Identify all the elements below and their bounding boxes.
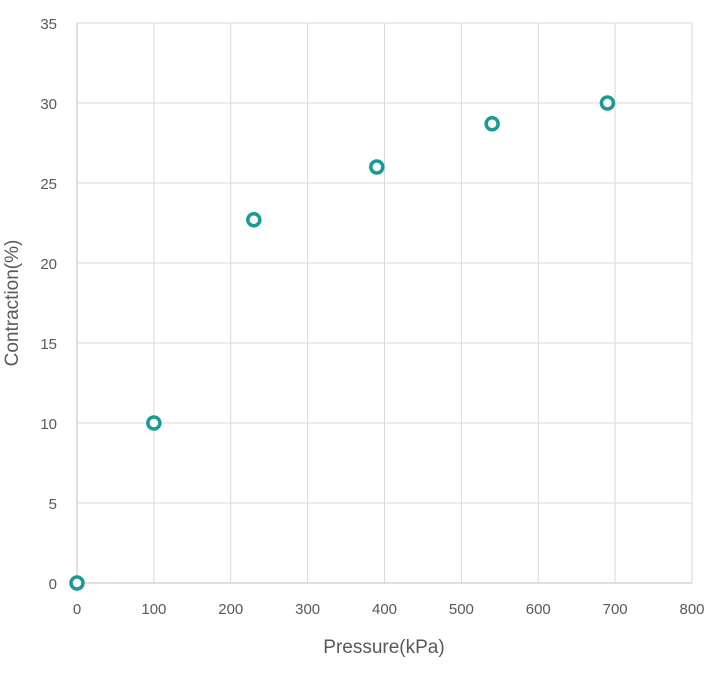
y-tick-label: 35 [40, 16, 57, 33]
tick-labels: 0 100 200 300 400 500 600 700 800 0 5 10 15 20 25 30 35 [40, 16, 704, 618]
data-point [599, 95, 616, 111]
y-tick-label: 25 [40, 176, 57, 193]
axes [76, 23, 692, 584]
data-point [146, 415, 162, 431]
data-points [69, 95, 616, 591]
data-point [369, 159, 385, 175]
x-tick-label: 400 [372, 601, 397, 618]
y-tick-label: 15 [40, 336, 57, 353]
x-tick-label: 600 [526, 601, 551, 618]
x-tick-label: 0 [73, 601, 81, 618]
x-axis-title: Pressure(kPa) [323, 637, 444, 658]
x-tick-label: 500 [449, 601, 474, 618]
x-tick-label: 200 [218, 601, 243, 618]
y-tick-label: 20 [40, 256, 57, 273]
y-tick-label: 0 [49, 576, 57, 593]
y-tick-label: 5 [49, 496, 57, 513]
x-tick-label: 300 [295, 601, 320, 618]
x-tick-label: 700 [603, 601, 628, 618]
y-tick-label: 10 [40, 416, 57, 433]
data-point [484, 116, 500, 132]
data-point [69, 575, 85, 591]
data-point [246, 212, 262, 228]
x-tick-label: 800 [679, 601, 704, 618]
y-axis-title: Contraction(%) [2, 240, 23, 367]
y-tick-label: 30 [40, 96, 57, 113]
x-tick-label: 100 [141, 601, 166, 618]
grid [77, 22, 693, 583]
